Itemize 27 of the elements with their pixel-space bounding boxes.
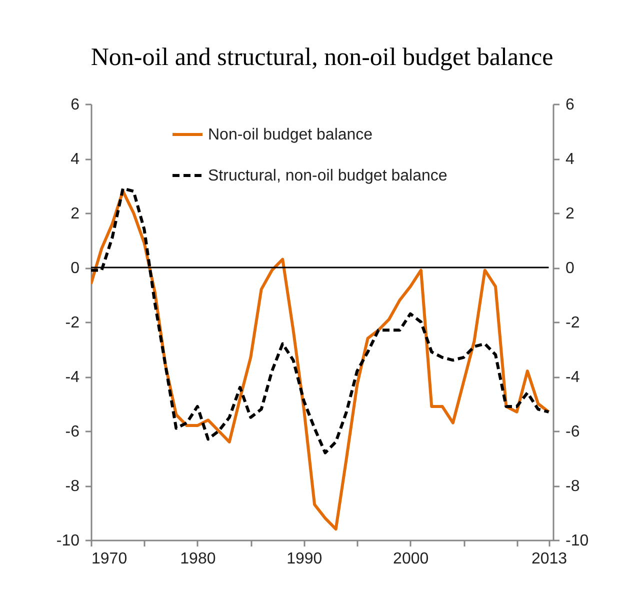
y-tick-label: 4 <box>70 151 80 168</box>
legend-label: Structural, non-oil budget balance <box>208 168 448 184</box>
y-tick-label: -2 <box>65 314 80 332</box>
y-tick-label: -4 <box>65 369 80 386</box>
y2-tick-label: -2 <box>566 314 580 332</box>
y-tick-label: 0 <box>70 260 80 277</box>
y2-tick-label: 6 <box>566 96 574 114</box>
y-tick-label: -6 <box>65 424 80 440</box>
x-tick-label: 2013 <box>531 550 568 568</box>
y2-tick-label: 4 <box>566 151 574 168</box>
y2-tick-label: -4 <box>566 369 580 386</box>
y-tick-label: -10 <box>56 532 80 550</box>
x-tick-label: 1970 <box>92 550 128 568</box>
y-tick-label: 6 <box>70 96 80 114</box>
y2-tick-label: -8 <box>566 478 580 495</box>
line-series <box>91 186 550 454</box>
y2-tick-label: 0 <box>566 260 574 277</box>
x-tick-label: 2000 <box>393 550 429 568</box>
x-tick-label: 1980 <box>180 550 216 568</box>
chart-title: Non-oil and structural, non-oil budget balance <box>90 44 554 71</box>
y2-tick-label: 2 <box>566 206 574 222</box>
y-tick-label: 2 <box>70 206 80 222</box>
legend-label: Non-oil budget balance <box>208 126 373 144</box>
y2-tick-label: -6 <box>566 424 580 440</box>
y-tick-label: -8 <box>65 478 80 495</box>
x-tick-label: 1990 <box>286 550 322 568</box>
y2-tick-label: -10 <box>566 532 589 550</box>
